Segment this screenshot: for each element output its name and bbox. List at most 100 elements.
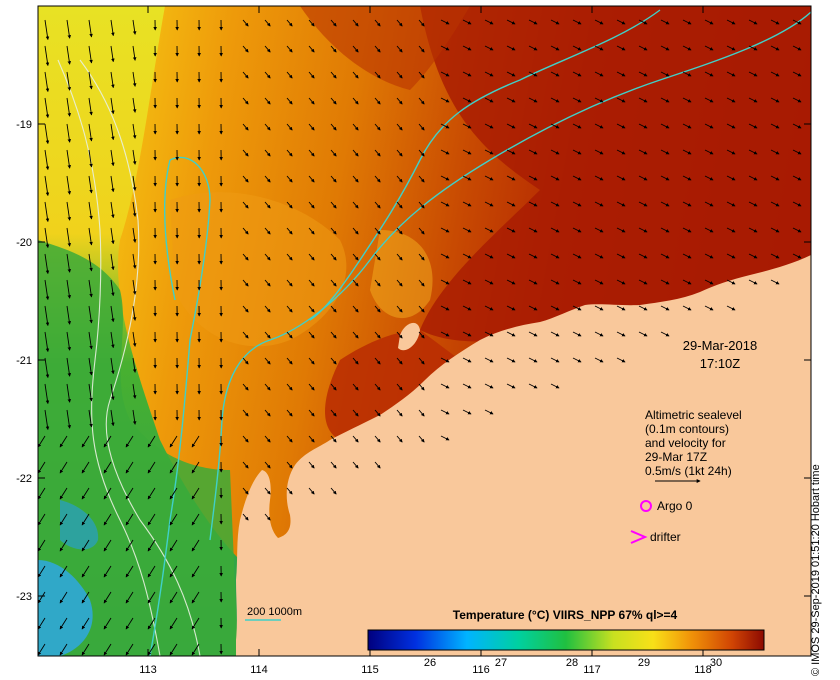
velocity-arrow bbox=[88, 123, 93, 142]
velocity-arrow bbox=[308, 461, 315, 469]
velocity-arrow bbox=[59, 487, 68, 500]
velocity-arrow bbox=[308, 487, 315, 495]
velocity-arrow bbox=[132, 331, 137, 347]
velocity-arrow bbox=[616, 227, 626, 233]
velocity-arrow bbox=[44, 97, 50, 119]
velocity-arrow bbox=[748, 227, 758, 233]
velocity-arrow bbox=[330, 435, 337, 443]
velocity-arrow bbox=[103, 643, 112, 656]
velocity-arrow bbox=[132, 123, 137, 139]
velocity-arrow bbox=[374, 123, 381, 131]
velocity-arrow bbox=[242, 227, 249, 235]
velocity-arrow bbox=[191, 565, 200, 578]
velocity-arrow bbox=[264, 45, 271, 53]
velocity-arrow bbox=[726, 97, 736, 103]
velocity-arrow bbox=[506, 175, 516, 181]
velocity-arrow bbox=[660, 123, 670, 129]
y-tick-label: -19 bbox=[16, 119, 32, 131]
velocity-arrow bbox=[462, 409, 472, 415]
velocity-arrow bbox=[242, 253, 249, 261]
velocity-arrow bbox=[616, 19, 626, 25]
velocity-arrow bbox=[748, 45, 758, 51]
velocity-arrow bbox=[147, 591, 156, 604]
velocity-arrow bbox=[748, 279, 758, 285]
velocity-arrow bbox=[374, 175, 381, 183]
velocity-arrow bbox=[125, 591, 134, 604]
velocity-arrow bbox=[770, 149, 780, 155]
velocity-arrow bbox=[147, 461, 156, 474]
velocity-arrow bbox=[330, 305, 337, 313]
velocity-arrow bbox=[748, 201, 758, 207]
velocity-arrow bbox=[770, 253, 780, 259]
velocity-arrow bbox=[462, 19, 472, 25]
velocity-arrow bbox=[374, 45, 381, 53]
velocity-arrow bbox=[770, 227, 780, 233]
velocity-arrow bbox=[44, 123, 50, 145]
velocity-arrow bbox=[506, 253, 516, 259]
velocity-arrow bbox=[264, 19, 271, 27]
sst-field bbox=[38, 6, 811, 656]
velocity-arrow bbox=[682, 253, 692, 259]
velocity-arrow bbox=[726, 253, 736, 259]
velocity-arrow bbox=[616, 45, 626, 51]
velocity-arrow bbox=[88, 409, 93, 428]
velocity-arrow bbox=[308, 253, 315, 261]
velocity-arrow bbox=[59, 565, 68, 578]
velocity-arrow bbox=[528, 279, 538, 285]
velocity-arrow bbox=[506, 279, 516, 285]
velocity-arrow bbox=[440, 253, 450, 259]
velocity-arrow bbox=[506, 149, 516, 155]
velocity-arrow bbox=[396, 175, 403, 183]
velocity-arrow bbox=[660, 305, 670, 311]
velocity-arrow bbox=[66, 45, 72, 65]
velocity-arrow bbox=[242, 149, 249, 157]
velocity-arrow bbox=[726, 201, 736, 207]
velocity-arrow bbox=[81, 565, 90, 578]
velocity-arrow bbox=[352, 19, 359, 27]
velocity-arrow bbox=[59, 591, 68, 604]
velocity-arrow bbox=[169, 565, 178, 578]
velocity-arrow bbox=[44, 201, 50, 223]
velocity-arrow bbox=[462, 175, 472, 181]
velocity-arrow bbox=[638, 45, 648, 51]
velocity-arrow bbox=[792, 19, 802, 25]
velocity-arrow bbox=[396, 435, 403, 443]
velocity-arrow bbox=[125, 539, 134, 552]
velocity-arrow bbox=[169, 435, 178, 448]
velocity-arrow bbox=[440, 19, 450, 25]
velocity-arrow bbox=[242, 71, 249, 79]
velocity-arrow bbox=[191, 513, 200, 526]
velocity-arrow bbox=[147, 643, 156, 656]
velocity-arrow bbox=[242, 279, 249, 287]
isobath-label: 200 1000m bbox=[247, 606, 302, 618]
velocity-arrow bbox=[44, 409, 50, 431]
velocity-arrow bbox=[792, 227, 802, 233]
velocity-arrow bbox=[440, 227, 450, 233]
x-axis: 113 114 115 116 117 118 bbox=[139, 6, 712, 676]
velocity-arrow bbox=[286, 201, 293, 209]
x-tick-label: 117 bbox=[583, 664, 601, 676]
colorbar-tick-label: 28 bbox=[566, 657, 578, 669]
velocity-arrow bbox=[660, 71, 670, 77]
velocity-arrow bbox=[572, 97, 582, 103]
velocity-arrow bbox=[550, 305, 560, 311]
velocity-arrow bbox=[264, 461, 271, 469]
velocity-arrow bbox=[264, 305, 271, 313]
velocity-arrow bbox=[682, 123, 692, 129]
velocity-arrow bbox=[528, 331, 538, 337]
velocity-arrow bbox=[638, 279, 648, 285]
velocity-arrow bbox=[484, 175, 494, 181]
velocity-arrow bbox=[286, 435, 293, 443]
velocity-arrow bbox=[594, 331, 604, 337]
velocity-arrow bbox=[38, 565, 46, 578]
velocity-arrow bbox=[616, 71, 626, 77]
velocity-arrow bbox=[462, 227, 472, 233]
velocity-arrow bbox=[308, 435, 315, 443]
velocity-arrow bbox=[726, 227, 736, 233]
velocity-arrow bbox=[286, 19, 293, 27]
velocity-arrow bbox=[66, 149, 72, 169]
velocity-arrow bbox=[572, 305, 582, 311]
velocity-arrow bbox=[418, 149, 425, 157]
velocity-arrow bbox=[726, 45, 736, 51]
